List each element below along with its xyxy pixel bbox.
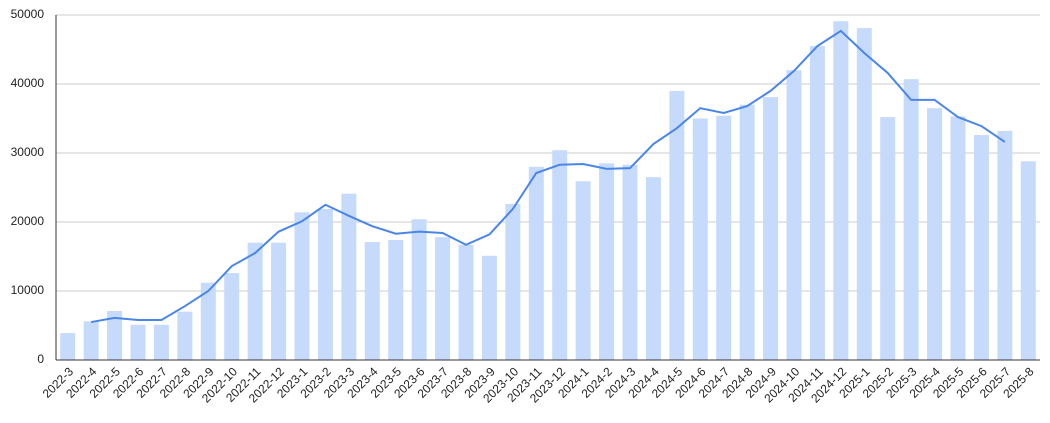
bar [786, 70, 802, 360]
bar [481, 255, 497, 360]
bar [107, 311, 123, 360]
bar [903, 79, 919, 361]
bar [622, 164, 638, 360]
bar [317, 208, 333, 360]
bar [388, 239, 404, 360]
y-tick-label: 20000 [11, 214, 45, 228]
bar [669, 90, 685, 361]
bar [411, 219, 427, 360]
bar [130, 324, 146, 360]
bar [833, 21, 849, 361]
bar [809, 46, 825, 361]
bar [60, 333, 76, 360]
bar [599, 163, 615, 360]
bar [505, 204, 521, 360]
bar [739, 104, 755, 360]
bar [763, 97, 779, 361]
bar [341, 193, 357, 360]
line [90, 29, 1006, 324]
bar [200, 282, 216, 360]
bar [973, 135, 989, 360]
bar [575, 181, 591, 360]
bar [950, 116, 966, 361]
bar [856, 28, 872, 361]
bar [224, 273, 240, 360]
bar [177, 311, 193, 360]
bar [692, 118, 708, 360]
y-tick-label: 50000 [11, 7, 45, 21]
bar [153, 324, 169, 360]
bar [716, 115, 732, 361]
bar [645, 177, 661, 360]
bar [294, 212, 310, 360]
bar [552, 150, 568, 360]
bar [83, 321, 99, 360]
y-tick-label: 0 [37, 352, 44, 366]
bar [528, 166, 544, 360]
y-tick-label: 10000 [11, 283, 45, 297]
bar [458, 244, 474, 360]
bar [927, 108, 943, 361]
bar [364, 242, 380, 360]
y-tick-label: 40000 [11, 76, 45, 90]
bar [1020, 161, 1036, 360]
bar [997, 130, 1013, 360]
bar [880, 117, 896, 361]
bar [271, 242, 287, 360]
y-tick-label: 30000 [11, 145, 45, 159]
bar [435, 237, 451, 360]
bar [247, 242, 263, 360]
